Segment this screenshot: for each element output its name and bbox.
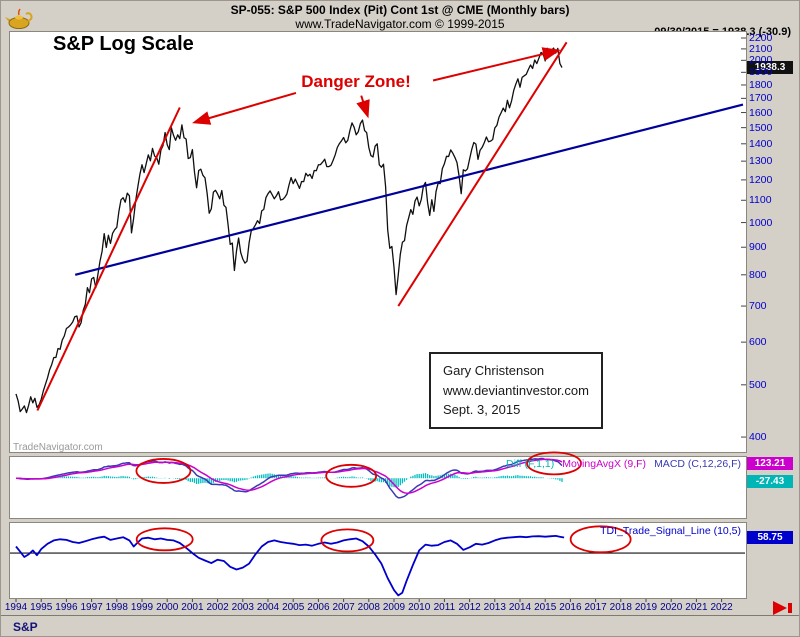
- x-axis-tick-1998: 1998: [105, 602, 128, 613]
- lamp-lid: [15, 15, 23, 20]
- year-x-axis: 1994 1995 1996 1997 1998 1999 2000 2001 2002 2003…: [1, 602, 799, 615]
- x-axis-tick-2005: 2005: [282, 602, 305, 613]
- x-axis-tick-2003: 2003: [231, 602, 254, 613]
- x-axis-tick-2018: 2018: [609, 602, 632, 613]
- macd-legend: Diff (F,1,1) MovingAvgX (9,F) MACD (C,12…: [506, 458, 741, 470]
- x-axis-tick-2011: 2011: [433, 602, 456, 613]
- x-axis-tick-2017: 2017: [584, 602, 607, 613]
- x-axis-tick-2013: 2013: [483, 602, 506, 613]
- price-chart-panel[interactable]: [9, 31, 747, 453]
- x-axis-tick-1994: 1994: [4, 602, 28, 613]
- x-axis-tick-2021: 2021: [685, 602, 708, 613]
- x-axis-tick-1999: 1999: [130, 602, 154, 613]
- y-axis-tick-1100: 1100: [749, 194, 772, 207]
- y-axis-tick-1000: 1000: [749, 216, 773, 229]
- chart-title-label: S&P Log Scale: [53, 33, 194, 55]
- x-axis-tick-1997: 1997: [80, 602, 103, 613]
- x-axis-tick-1996: 1996: [55, 602, 78, 613]
- author-annotation-box: Gary Christenson www.deviantinvestor.com…: [429, 352, 603, 429]
- lamp-handle: [25, 12, 33, 22]
- y-axis-tick-600: 600: [749, 336, 767, 349]
- x-axis-tick-2012: 2012: [458, 602, 481, 613]
- y-axis-tick-1600: 1600: [749, 106, 773, 119]
- y-axis-tick-2200: 2200: [749, 32, 773, 44]
- movingavgx-legend-label: MovingAvgX (9,F): [562, 458, 647, 470]
- x-axis-tick-2000: 2000: [156, 602, 179, 613]
- danger-zone-label: Danger Zone!: [301, 72, 411, 91]
- sheet-tab-sp[interactable]: S&P: [13, 620, 38, 634]
- price-y-axis: 2200 2100 2000 1900 1800 1700 1600 1500 1400 1300…: [749, 1, 799, 601]
- x-axis-tick-2004: 2004: [256, 602, 280, 613]
- x-axis-tick-2014: 2014: [508, 602, 532, 613]
- y-axis-tick-1700: 1700: [749, 92, 773, 105]
- chart-header-site: www.TradeNavigator.com © 1999-2015: [295, 17, 505, 31]
- scroll-right-button[interactable]: [773, 601, 799, 615]
- y-axis-tick-2000: 2000: [749, 54, 773, 67]
- y-axis-tick-1800: 1800: [749, 78, 773, 91]
- y-axis-tick-1900: 1900: [749, 66, 773, 79]
- x-axis-tick-2019: 2019: [634, 602, 658, 613]
- x-axis-tick-2008: 2008: [357, 602, 380, 613]
- annotation-site-line: www.deviantinvestor.com: [443, 382, 589, 398]
- x-axis-tick-2001: 2001: [181, 602, 204, 613]
- tdi-legend-label: TDI_Trade_Signal_Line (10,5): [600, 525, 741, 537]
- y-axis-tick-800: 800: [749, 268, 767, 281]
- x-axis-tick-2010: 2010: [408, 602, 431, 613]
- tdi-value-badge: 58.75: [747, 531, 793, 545]
- y-axis-tick-900: 900: [749, 241, 767, 254]
- trade-navigator-lamp-logo: [5, 8, 33, 29]
- scroll-arrow-icon: [773, 601, 787, 615]
- x-axis-tick-1995: 1995: [30, 602, 53, 613]
- diff-value-badge: -27.43: [747, 475, 793, 489]
- y-axis-tick-1300: 1300: [749, 155, 773, 168]
- x-axis-tick-2009: 2009: [382, 602, 406, 613]
- chart-header-title: SP-055: S&P 500 Index (Pit) Cont 1st @ C…: [230, 3, 570, 17]
- lamp-flame: [17, 8, 21, 16]
- diff-legend-label: Diff (F,1,1): [505, 458, 555, 470]
- y-axis-tick-1400: 1400: [749, 137, 773, 150]
- y-axis-tick-2100: 2100: [749, 42, 773, 55]
- x-axis-tick-2022: 2022: [710, 602, 733, 613]
- annotation-author-line: Gary Christenson: [443, 363, 545, 378]
- x-axis-tick-2015: 2015: [534, 602, 557, 613]
- annotation-date-line: Sept. 3, 2015: [443, 402, 521, 417]
- movingavgx-value-badge: 123.21: [747, 457, 793, 470]
- macd-legend-label: MACD (C,12,26,F): [654, 458, 741, 470]
- x-axis-tick-2006: 2006: [307, 602, 330, 613]
- y-axis-tick-400: 400: [749, 431, 767, 444]
- last-price-badge: 1938.3: [747, 61, 793, 75]
- y-axis-tick-500: 500: [749, 378, 767, 391]
- x-axis-tick-2020: 2020: [660, 602, 683, 613]
- y-axis-tick-700: 700: [749, 300, 767, 313]
- x-axis-tick-2007: 2007: [332, 602, 355, 613]
- y-axis-tick-1500: 1500: [749, 121, 773, 134]
- x-axis-tick-2016: 2016: [559, 602, 582, 613]
- x-axis-tick-2002: 2002: [206, 602, 229, 613]
- y-axis-tick-1200: 1200: [749, 173, 773, 186]
- watermark-label: TradeNavigator.com: [13, 442, 103, 453]
- scroll-arrow-bar: [788, 603, 792, 613]
- footer-divider: [1, 615, 799, 616]
